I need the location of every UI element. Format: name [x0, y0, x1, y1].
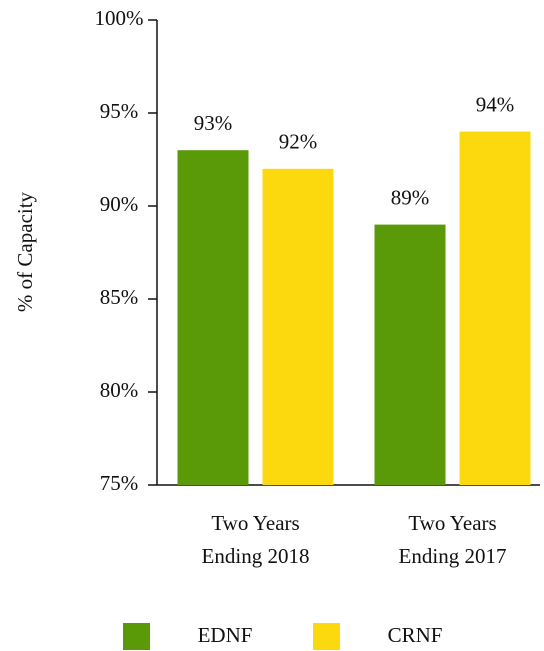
legend-label: EDNF: [198, 623, 253, 647]
legend-swatch: [313, 623, 340, 650]
legend-swatch: [123, 623, 150, 650]
bar: [262, 168, 334, 486]
value-label: 92%: [279, 130, 318, 154]
y-tick-label: 75%: [100, 471, 139, 495]
x-tick-label: Two Years Ending 2017: [399, 511, 507, 568]
y-tick-label: 85%: [100, 285, 139, 309]
y-tick-label: 90%: [100, 192, 139, 216]
bar: [177, 150, 249, 485]
bar: [459, 131, 531, 485]
y-axis-label: % of Capacity: [13, 191, 37, 312]
legend-label: CRNF: [388, 623, 443, 647]
y-tick-label: 100%: [95, 6, 144, 30]
value-label: 94%: [476, 92, 515, 116]
bar: [374, 224, 446, 485]
value-label: 89%: [391, 185, 430, 209]
y-tick-label: 95%: [100, 99, 139, 123]
x-tick-label: Two Years Ending 2018: [202, 511, 310, 568]
value-label: 93%: [194, 111, 233, 135]
y-tick-label: 80%: [100, 378, 139, 402]
